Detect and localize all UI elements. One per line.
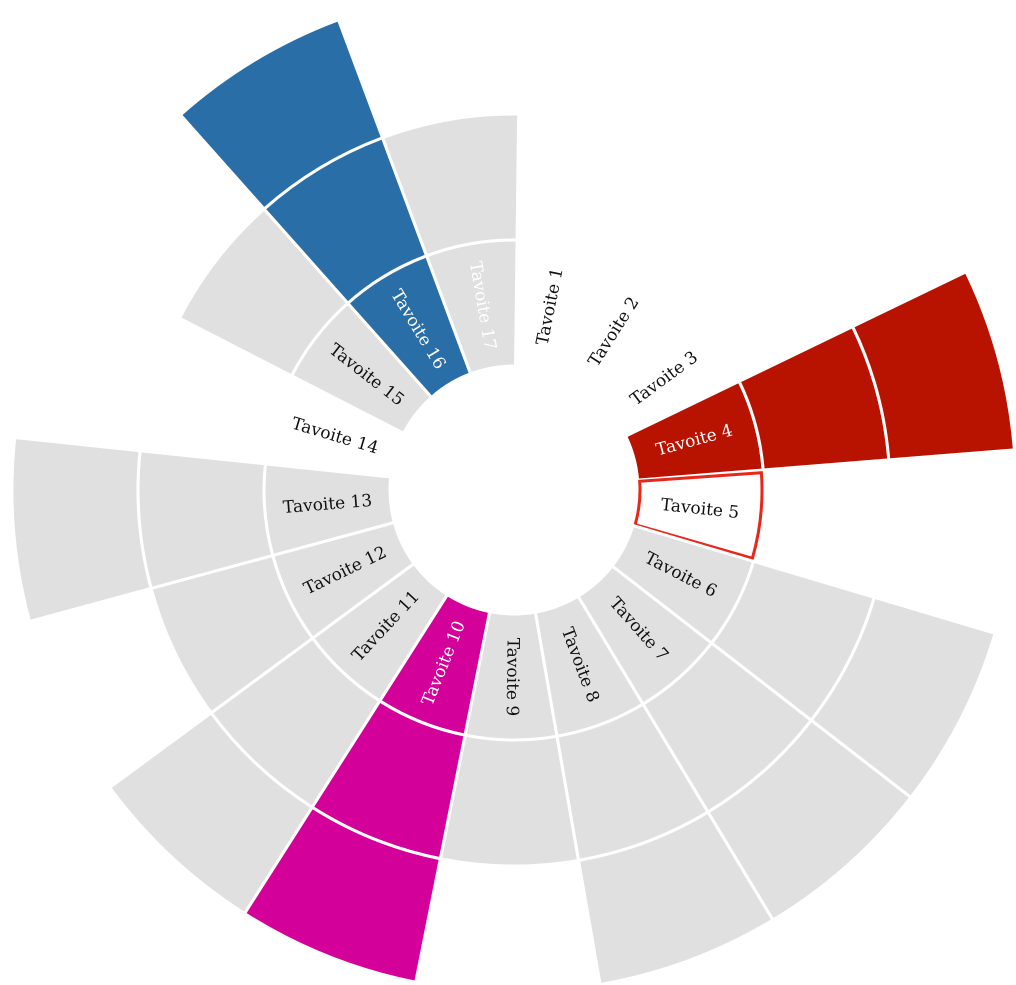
- sector-label: Tavoite 1: [533, 266, 568, 347]
- sector-label: Tavoite 14: [289, 414, 380, 459]
- sector-segment[interactable]: [107, 710, 315, 916]
- sector-label: Tavoite 2: [584, 293, 643, 370]
- sector-label: Tavoite 3: [627, 347, 702, 410]
- sector-segment[interactable]: [633, 471, 764, 561]
- sector-segment[interactable]: [178, 17, 385, 212]
- sector-segment[interactable]: [380, 112, 521, 258]
- sector-label: Tavoite 9: [502, 638, 523, 717]
- sector-segment[interactable]: [850, 269, 1016, 462]
- sector-segment[interactable]: [10, 435, 153, 624]
